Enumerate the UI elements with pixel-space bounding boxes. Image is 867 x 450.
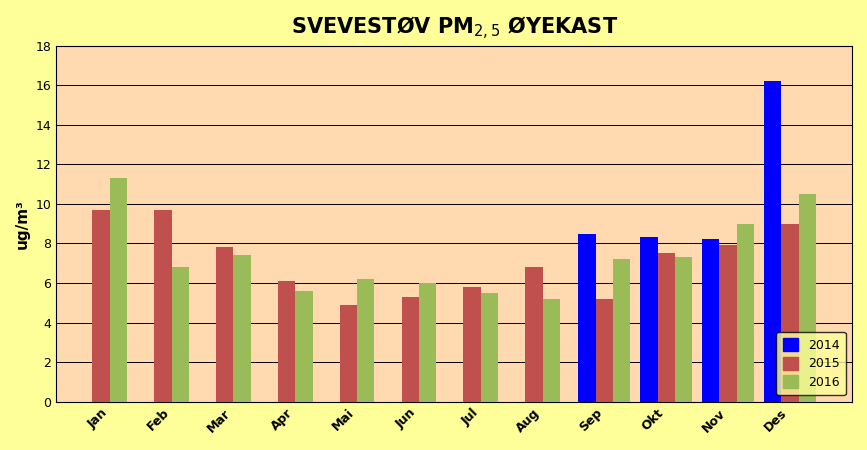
Bar <box>702 239 720 401</box>
Bar <box>675 257 692 401</box>
Bar <box>110 178 127 401</box>
Bar <box>357 279 375 401</box>
Bar <box>401 297 419 401</box>
Bar <box>278 281 296 401</box>
Bar <box>781 224 799 401</box>
Y-axis label: ug/m³: ug/m³ <box>15 199 30 248</box>
Bar <box>613 259 630 401</box>
Bar <box>93 210 110 401</box>
Bar <box>340 305 357 401</box>
Bar <box>578 234 596 401</box>
Bar <box>543 299 560 401</box>
Bar <box>720 245 737 401</box>
Bar <box>657 253 675 401</box>
Bar <box>216 248 233 401</box>
Legend: 2014, 2015, 2016: 2014, 2015, 2016 <box>777 332 845 396</box>
Bar <box>480 293 498 401</box>
Bar <box>154 210 172 401</box>
Bar <box>737 224 754 401</box>
Bar <box>640 238 657 401</box>
Bar <box>419 283 436 401</box>
Title: SVEVESTØV PM$_{2,5}$ ØYEKAST: SVEVESTØV PM$_{2,5}$ ØYEKAST <box>290 15 617 42</box>
Bar <box>172 267 189 401</box>
Bar <box>464 287 480 401</box>
Bar <box>799 194 816 401</box>
Bar <box>525 267 543 401</box>
Bar <box>233 255 251 401</box>
Bar <box>296 291 313 401</box>
Bar <box>596 299 613 401</box>
Bar <box>764 81 781 401</box>
